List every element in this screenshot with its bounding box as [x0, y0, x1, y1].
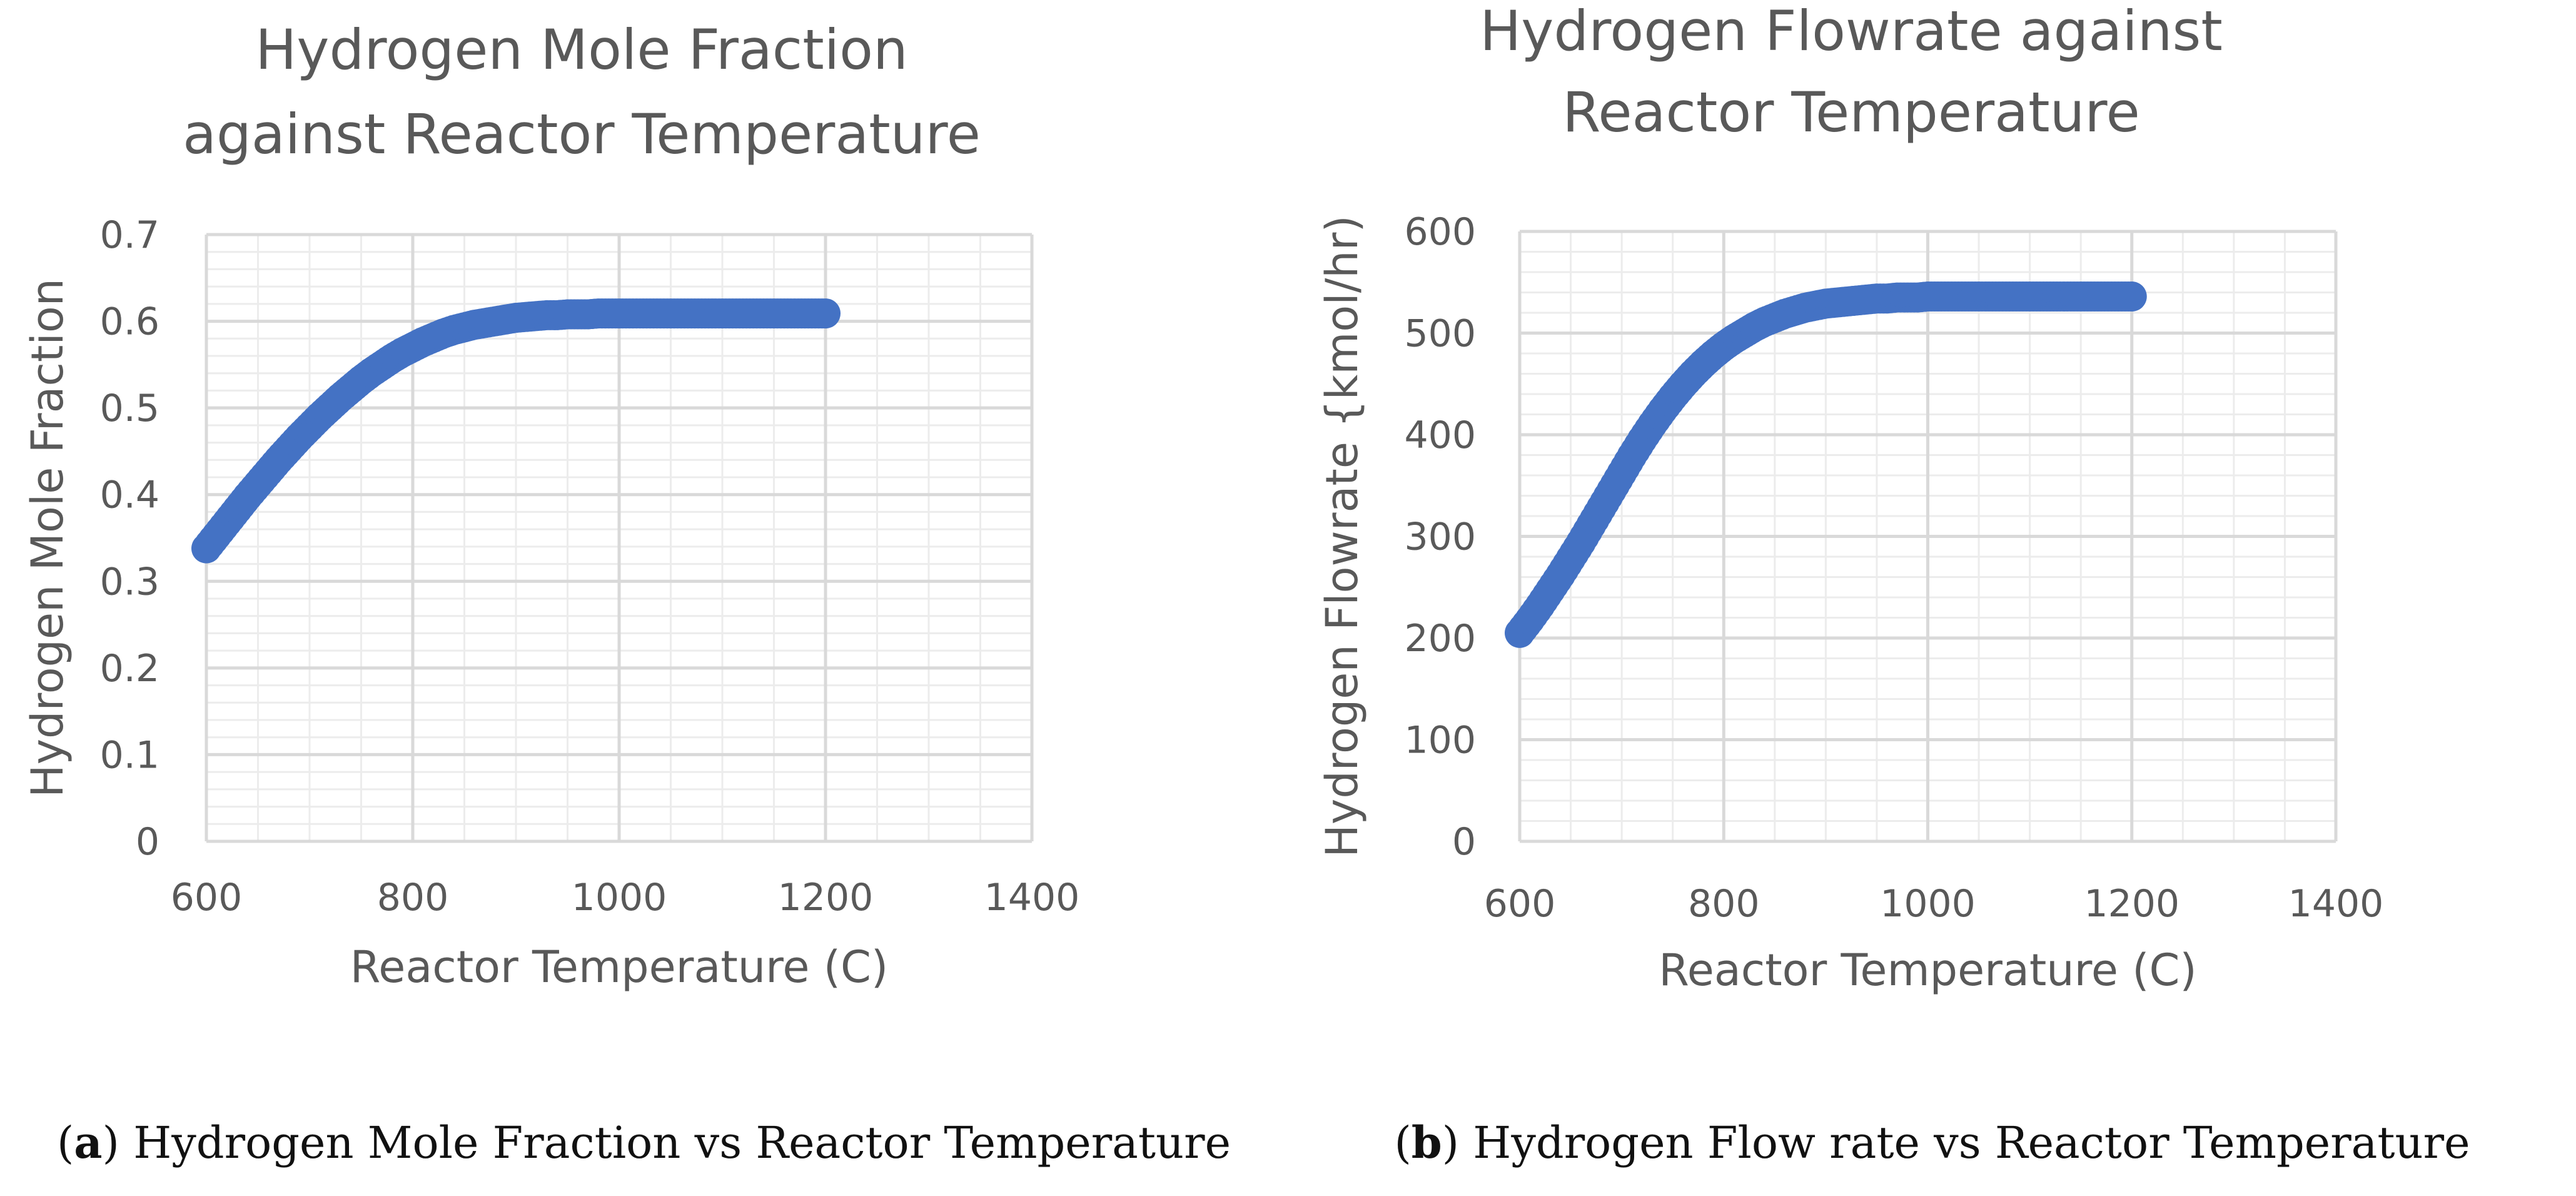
y-tick-label: 100 [1404, 719, 1476, 763]
x-axis-label: Reactor Temperature (C) [350, 941, 888, 993]
y-tick-label: 600 [1404, 210, 1476, 254]
x-tick-label: 1000 [572, 876, 667, 920]
y-tick-label: 0.2 [100, 647, 159, 691]
x-tick-label: 600 [1484, 882, 1556, 926]
x-tick-label: 1400 [984, 876, 1080, 920]
data-point [2116, 281, 2147, 312]
x-tick-label: 1200 [778, 876, 874, 920]
chart-panel-a: 600 800 1000 1200 1400 0 0.1 0.2 0.3 0.4 0.5 0.6 0.7… [22, 18, 1231, 1168]
chart-panel-b: 600 800 1000 1200 1400 0 100 200 300 400 500 600 Hyd… [1288, 0, 2576, 1196]
caption-a: (a) Hydrogen Mole Fraction vs Reactor Te… [56, 1117, 1231, 1168]
y-axis-label: Hydrogen Mole Fraction [22, 278, 73, 798]
y-tick-label: 300 [1404, 515, 1476, 559]
y-tick-label: 500 [1404, 312, 1476, 356]
y-tick-label: 0.5 [100, 387, 159, 430]
caption-b: (b) Hydrogen Flow rate vs Reactor Temper… [1394, 1117, 2470, 1168]
caption-a-letter: a [74, 1117, 103, 1168]
x-tick-label: 800 [377, 876, 449, 920]
caption-b-text: Hydrogen Flow rate vs Reactor Temperatur… [1459, 1117, 2470, 1168]
x-tick-label: 800 [1688, 882, 1760, 926]
x-tick-label: 1000 [1880, 882, 1976, 926]
y-tick-label: 0 [136, 820, 159, 864]
caption-a-text: Hydrogen Mole Fraction vs Reactor Temper… [119, 1117, 1231, 1168]
chart-title-line: Reactor Temperature [1562, 80, 2140, 144]
chart-b: 600 800 1000 1200 1400 0 100 200 300 400 500 600 Hyd… [1316, 0, 2384, 996]
x-tick-label: 600 [171, 876, 243, 920]
y-tick-label: 0 [1452, 820, 1476, 864]
x-tick-label: 1200 [2084, 882, 2179, 926]
chart-a: 600 800 1000 1200 1400 0 0.1 0.2 0.3 0.4 0.5 0.6 0.7… [22, 18, 1080, 993]
y-tick-label: 0.6 [100, 300, 159, 344]
y-tick-label: 200 [1404, 617, 1476, 661]
y-tick-label: 0.7 [100, 213, 159, 257]
y-tick-label: 0.3 [100, 560, 159, 604]
chart-title-line: Hydrogen Flowrate against [1480, 0, 2223, 63]
y-tick-label: 0.1 [100, 733, 159, 777]
x-axis-label: Reactor Temperature (C) [1659, 945, 2196, 996]
data-point [811, 298, 841, 329]
y-tick-label: 0.4 [100, 474, 159, 517]
x-tick-label: 1400 [2288, 882, 2384, 926]
caption-b-letter: b [1411, 1117, 1442, 1168]
chart-title-line: Hydrogen Mole Fraction [255, 18, 908, 82]
chart-title-line: against Reactor Temperature [183, 102, 981, 166]
y-tick-label: 400 [1404, 413, 1476, 457]
y-axis-label: Hydrogen Flowrate {kmol/hr) [1316, 215, 1368, 857]
